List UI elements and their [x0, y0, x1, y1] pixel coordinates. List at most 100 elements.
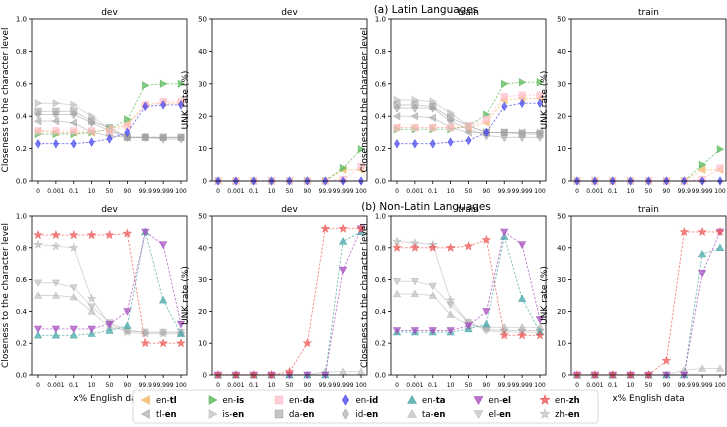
series-line	[218, 228, 362, 376]
point-en-el	[141, 228, 150, 237]
point-en-ta	[158, 296, 168, 304]
series-en-ta	[33, 227, 186, 339]
point-el-en	[410, 277, 420, 286]
x-tick-label: 0.001	[586, 382, 603, 389]
point-en-id	[160, 100, 166, 110]
y-tick-label: 20	[557, 308, 566, 316]
series-en-el	[572, 228, 725, 380]
x-tick-label: 0.1	[428, 188, 438, 195]
legend-entry-en-tl: en-tl	[140, 395, 177, 406]
point-ta-en	[428, 291, 437, 299]
y-axis-label: UNK rate (%)	[181, 266, 191, 325]
x-tick-label: 50	[645, 382, 653, 389]
legend-entry-en-id: en-id	[342, 394, 378, 406]
series-line	[218, 228, 361, 376]
point-en-el	[464, 322, 473, 330]
legend-marker	[539, 393, 551, 405]
point-en-ta	[87, 329, 96, 337]
y-tick-label: 40	[198, 244, 207, 252]
legend-entry-tl-en: tl-en	[140, 409, 177, 420]
point-ta-en	[392, 289, 402, 298]
x-tick-label: 100	[714, 188, 726, 195]
legend-marker	[342, 394, 349, 406]
point-en-da	[70, 127, 78, 135]
x-tick-label: 100	[534, 188, 546, 195]
x-tick-label: 50	[286, 188, 294, 195]
point-en-el	[428, 327, 437, 335]
y-tick-label: 0.2	[16, 340, 27, 348]
legend-entry-zh-en: zh-en	[539, 407, 580, 420]
panel-title: dev	[101, 8, 118, 18]
panel-2: dev 0 10 20 30 40 50 0 0.001 0.1 10 50 90 99.9 99.999 1…	[181, 8, 368, 195]
point-en-zh	[679, 226, 690, 236]
point-el-en	[33, 279, 43, 288]
point-en-zh	[715, 226, 725, 236]
legend-marker	[342, 408, 349, 420]
y-tick-label: 0.6	[16, 80, 28, 88]
y-tick-label: 0.6	[16, 276, 28, 284]
point-en-zh	[248, 369, 259, 380]
series-line	[38, 231, 182, 336]
point-zh-en	[481, 323, 492, 333]
series-line	[397, 81, 540, 130]
y-tick-label: 1.0	[375, 16, 386, 24]
point-en-ta	[69, 330, 78, 339]
x-tick-label: 0.1	[608, 188, 618, 195]
point-en-da	[464, 122, 473, 130]
point-en-da	[429, 124, 437, 132]
x-tick-label: 0	[216, 188, 220, 195]
legend-marker	[208, 395, 218, 405]
legend: en-tl tl-en en-is is-en en-da da-en en-id id-en…	[132, 389, 599, 424]
x-tick-label: 99.9	[498, 188, 512, 195]
panel-title: train	[638, 8, 659, 18]
x-tick-label: 90	[304, 188, 312, 195]
x-tick-label: 99.999	[333, 188, 354, 195]
y-tick-label: 0.0	[375, 178, 386, 186]
point-en-el	[535, 316, 545, 324]
point-en-da	[34, 127, 42, 135]
y-axis-label: Closeness to the character level	[1, 223, 11, 368]
legend-entry-el-en: el-en	[473, 410, 511, 420]
legend-marker	[473, 410, 484, 420]
point-en-id	[394, 139, 400, 149]
y-tick-label: 0.0	[375, 372, 386, 380]
point-en-zh	[284, 366, 295, 376]
legend-entry-da-en: da-en	[274, 409, 315, 420]
point-en-el	[338, 266, 348, 275]
point-en-is	[142, 81, 150, 90]
point-en-el	[410, 327, 420, 335]
y-tick-label: 0	[203, 178, 207, 186]
x-tick-label: 100	[355, 188, 367, 195]
point-en-zh	[231, 370, 241, 380]
x-tick-label: 90	[124, 188, 132, 195]
point-en-zh	[158, 338, 168, 348]
axes-frame	[390, 215, 547, 376]
point-ta-en	[697, 364, 707, 372]
series-en-zh	[392, 234, 545, 340]
legend-entry-id-en: id-en	[342, 408, 378, 420]
axes-frame	[31, 18, 188, 182]
x-tick-label: 0.001	[406, 188, 423, 195]
point-en-zh	[643, 370, 654, 380]
series-line	[38, 233, 181, 344]
point-en-zh	[213, 370, 223, 380]
panel-4: train 0 10 20 30 40 50 0 0.001 0.1 10 50 90 99.9 99.99…	[540, 8, 727, 195]
y-tick-label: 50	[198, 213, 207, 221]
point-en-ta	[517, 294, 527, 302]
y-axis-label: Closeness to the character level	[360, 28, 370, 173]
y-tick-label: 0.8	[375, 48, 386, 56]
x-tick-label: 50	[645, 188, 653, 195]
point-en-ta	[105, 326, 114, 334]
point-ta-en	[33, 291, 43, 299]
point-en-id	[178, 100, 184, 110]
panel-5: dev 0.0 0.2 0.4 0.6 0.8 1.0 0 0.001 0.1 10 50 90 99.9…	[1, 205, 188, 404]
axes-frame	[390, 18, 547, 182]
point-en-is	[501, 79, 509, 88]
x-tick-label: 100	[175, 188, 187, 195]
point-en-id	[70, 139, 77, 149]
point-en-el	[517, 241, 527, 249]
point-en-el	[33, 325, 43, 334]
point-id-en	[88, 117, 95, 128]
point-id-en	[142, 132, 149, 142]
x-tick-label: 90	[483, 382, 491, 389]
